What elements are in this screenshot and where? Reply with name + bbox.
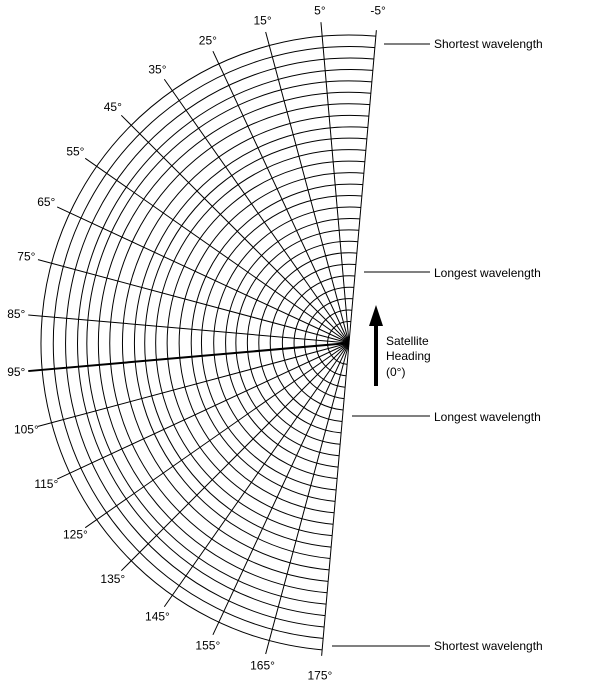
angle-label: 105° <box>14 422 39 436</box>
callout-lower-longest: Longest wavelength <box>434 410 541 424</box>
angle-spoke <box>56 206 350 344</box>
angle-label: 5° <box>314 3 326 17</box>
angle-spoke <box>265 342 350 655</box>
angle-spoke <box>84 342 350 529</box>
angle-label: 85° <box>7 307 25 321</box>
wavelength-arc <box>97 91 371 594</box>
angle-label: 145° <box>145 610 170 624</box>
angle-label: 175° <box>307 669 332 683</box>
angle-label: 25° <box>199 33 217 47</box>
angle-spoke <box>321 342 350 656</box>
angle-spoke <box>212 50 350 344</box>
angle-spoke <box>84 157 350 344</box>
angle-label: 65° <box>37 195 55 209</box>
angle-spoke <box>212 342 350 636</box>
angle-label: 135° <box>100 572 125 586</box>
angle-spoke <box>37 342 350 427</box>
callout-upper-longest: Longest wavelength <box>434 266 541 280</box>
angle-spoke <box>120 342 350 572</box>
angle-label: 125° <box>63 528 88 542</box>
heading-label-line2: Heading <box>386 349 431 363</box>
angle-label: 55° <box>66 144 84 158</box>
angle-label: -5° <box>370 3 386 17</box>
angle-spoke <box>265 31 350 344</box>
angle-spoke <box>28 314 350 344</box>
angle-label: 75° <box>17 250 35 264</box>
wavelength-arc <box>86 80 372 605</box>
angle-label: 15° <box>253 13 271 27</box>
angle-spoke <box>120 114 350 344</box>
heading-label-line3: (0°) <box>386 365 405 379</box>
angle-label: 95° <box>7 365 25 379</box>
concentric-wavelength-arcs <box>40 34 376 651</box>
callout-top-shortest: Shortest wavelength <box>434 37 543 51</box>
callout-bottom-shortest: Shortest wavelength <box>434 639 543 653</box>
angle-spokes <box>28 22 377 656</box>
angle-spoke <box>348 30 377 344</box>
angle-label: 45° <box>104 100 122 114</box>
wavelength-arc <box>109 103 370 582</box>
wavelength-arc <box>121 114 369 571</box>
angle-labels: -5° 5° 15° 25° 35° 45° 55° 65° 75° 85° 95° 105° 115°… <box>7 3 386 682</box>
wavelength-arc <box>190 183 363 502</box>
angle-label: 165° <box>250 659 275 673</box>
satellite-heading-arrow-icon <box>369 305 383 386</box>
heading-label-line1: Satellite <box>386 334 429 348</box>
angle-label: 35° <box>148 62 166 76</box>
angle-spoke <box>163 342 350 608</box>
angle-spoke <box>37 259 350 344</box>
angle-spoke <box>163 78 350 344</box>
wavelength-arc <box>166 160 365 525</box>
wavelength-arc <box>133 126 368 559</box>
angle-spoke <box>56 342 350 480</box>
wavelength-arc <box>178 172 364 514</box>
angle-label: 155° <box>195 639 220 653</box>
angle-label: 115° <box>34 477 58 491</box>
angle-spoke <box>28 342 350 373</box>
angle-spoke <box>320 22 350 344</box>
